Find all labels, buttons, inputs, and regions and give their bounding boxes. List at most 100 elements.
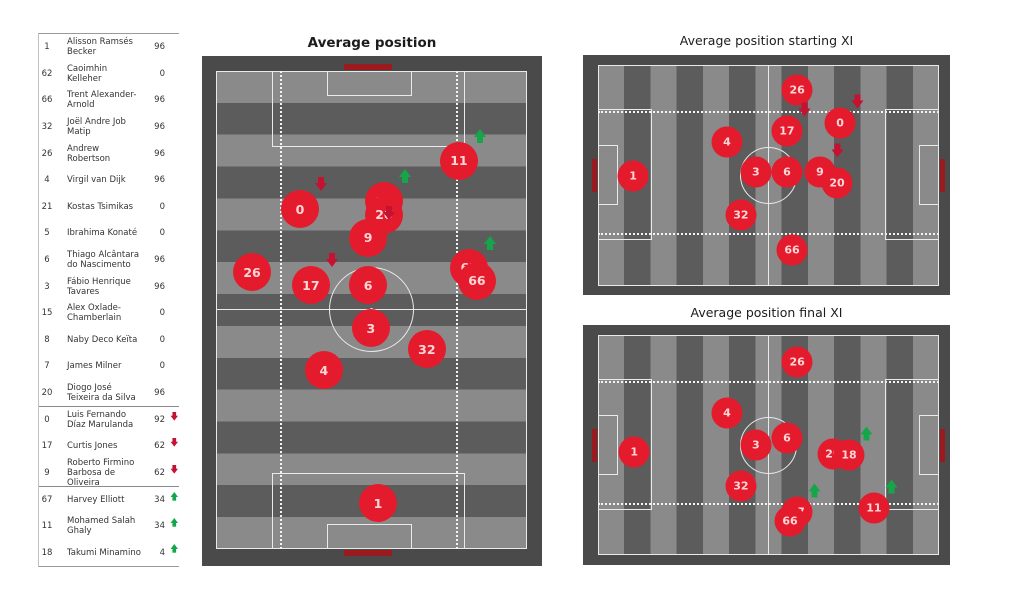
trend-cell bbox=[165, 433, 179, 460]
player-number: 20 bbox=[41, 388, 53, 398]
player-number: 17 bbox=[41, 441, 53, 452]
player-number: 62 bbox=[41, 68, 53, 79]
player-number: 5 bbox=[44, 228, 50, 239]
player-name: Trent Alexander-Arnold bbox=[67, 90, 137, 111]
penalty-box-bottom bbox=[272, 473, 465, 549]
player-name: Fábio Henrique Tavares bbox=[67, 276, 131, 297]
channel-dotted-line-right bbox=[456, 71, 458, 549]
table-row: 8 Naby Deco Keïta 0 bbox=[39, 327, 179, 354]
minutes-played: 0 bbox=[159, 308, 165, 319]
player-name: Diogo José Teixeira da Silva bbox=[67, 383, 136, 404]
player-marker-label: 18 bbox=[841, 448, 857, 462]
player-name: Virgil van Dijk bbox=[67, 175, 126, 186]
goal-bar-right bbox=[940, 429, 945, 462]
player-marker-18: 18 bbox=[833, 426, 873, 471]
player-marker-label: 20 bbox=[829, 176, 845, 190]
pitch-boundary-line bbox=[216, 71, 527, 549]
player-name: Kostas Tsimikas bbox=[67, 201, 134, 212]
player-marker-6: 6 bbox=[771, 422, 803, 454]
player-marker-label: 3 bbox=[366, 320, 376, 336]
player-marker-label: 0 bbox=[836, 116, 844, 130]
trend-cell bbox=[165, 247, 179, 274]
final-xi-pitch-frame: 264136201832676611 bbox=[583, 325, 950, 565]
player-marker-label: 6 bbox=[783, 165, 791, 179]
player-marker-66: 66 bbox=[774, 505, 806, 537]
player-name: Joël Andre Job Matip bbox=[67, 117, 126, 138]
player-marker-label: 0 bbox=[295, 201, 305, 217]
table-row: 4 Virgil van Dijk 96 bbox=[39, 167, 179, 194]
player-number: 9 bbox=[44, 467, 50, 478]
goal-bar-bottom bbox=[344, 550, 392, 556]
minutes-played: 0 bbox=[159, 361, 165, 372]
table-row: 11 Mohamed Salah Ghaly 34 bbox=[39, 513, 179, 540]
goal-bar-right bbox=[940, 159, 945, 192]
trend-cell bbox=[165, 460, 179, 487]
main-pitch: 1101820926176676633241 bbox=[216, 64, 527, 556]
trend-cell bbox=[165, 487, 179, 513]
trend-cell bbox=[165, 87, 179, 114]
minutes-played: 34 bbox=[154, 520, 165, 531]
minutes-played: 92 bbox=[154, 415, 165, 426]
player-number: 32 bbox=[41, 122, 53, 133]
trend-cell bbox=[165, 353, 179, 380]
minutes-played: 0 bbox=[159, 68, 165, 79]
player-marker-label: 11 bbox=[450, 153, 468, 169]
player-name: Harvey Elliott bbox=[67, 494, 125, 505]
table-row: 5 Ibrahima Konaté 0 bbox=[39, 220, 179, 247]
player-marker-label: 4 bbox=[723, 406, 731, 420]
player-marker-0: 0 bbox=[280, 177, 327, 229]
minutes-played: 0 bbox=[159, 201, 165, 212]
player-marker-label: 32 bbox=[733, 479, 749, 493]
table-row: 32 Joël Andre Job Matip 96 bbox=[39, 114, 179, 141]
trend-cell bbox=[165, 273, 179, 300]
player-marker-4: 4 bbox=[304, 351, 343, 390]
minutes-played: 4 bbox=[159, 547, 165, 558]
minutes-played: 96 bbox=[154, 122, 165, 133]
trend-cell bbox=[165, 114, 179, 141]
player-name: Alisson Ramsés Becker bbox=[67, 37, 133, 58]
up-arrow-icon bbox=[170, 517, 178, 527]
table-row: 15 Alex Oxlade-Chamberlain 0 bbox=[39, 300, 179, 327]
table-row: 18 Takumi Minamino 4 bbox=[39, 539, 179, 566]
trend-cell bbox=[165, 539, 179, 566]
player-marker-label: 20 bbox=[375, 207, 393, 223]
trend-cell bbox=[165, 220, 179, 247]
player-marker-26: 26 bbox=[781, 346, 813, 378]
player-marker-label: 26 bbox=[243, 264, 261, 280]
table-row: 0 Luis Fernando Díaz Marulanda 92 bbox=[39, 406, 179, 433]
player-number: 3 bbox=[44, 281, 50, 292]
main-chart-title: Average position bbox=[307, 35, 437, 51]
player-marker-label: 66 bbox=[784, 243, 800, 257]
player-number: 67 bbox=[41, 494, 53, 505]
up-arrow-icon bbox=[170, 492, 178, 501]
player-number: 1 bbox=[44, 42, 50, 53]
minutes-played: 96 bbox=[154, 148, 165, 159]
player-marker-label: 1 bbox=[373, 495, 383, 511]
player-marker-0: 0 bbox=[824, 94, 864, 139]
player-marker-label: 6 bbox=[363, 277, 373, 293]
player-marker-3: 3 bbox=[740, 156, 772, 188]
trend-cell bbox=[165, 327, 179, 354]
player-number: 4 bbox=[44, 175, 50, 186]
player-marker-32: 32 bbox=[725, 199, 757, 231]
goal-area-top bbox=[327, 71, 412, 96]
player-marker-label: 32 bbox=[418, 341, 436, 357]
minutes-played: 62 bbox=[154, 467, 165, 478]
penalty-box-right bbox=[885, 109, 939, 240]
trend-cell bbox=[165, 194, 179, 221]
down-arrow-icon bbox=[170, 464, 178, 474]
starting-xi-pitch-frame: 26 4 17 0 1 3 6 9 20 32 66 bbox=[583, 55, 950, 295]
table-row: 9 Roberto Firmino Barbosa de Oliveira 62 bbox=[39, 458, 179, 488]
trend-cell bbox=[165, 140, 179, 167]
player-marker-66: 66 bbox=[457, 261, 496, 300]
player-number: 6 bbox=[44, 255, 50, 266]
table-row: 3 Fábio Henrique Tavares 96 bbox=[39, 273, 179, 300]
player-marker-26: 26 bbox=[233, 253, 272, 292]
penalty-box-left bbox=[598, 109, 652, 240]
player-marker-17: 17 bbox=[291, 253, 338, 305]
player-marker-label: 1 bbox=[629, 169, 637, 183]
player-marker-label: 4 bbox=[723, 135, 731, 149]
table-row: 67 Harvey Elliott 34 bbox=[39, 486, 179, 513]
player-name: Mohamed Salah Ghaly bbox=[67, 515, 136, 536]
